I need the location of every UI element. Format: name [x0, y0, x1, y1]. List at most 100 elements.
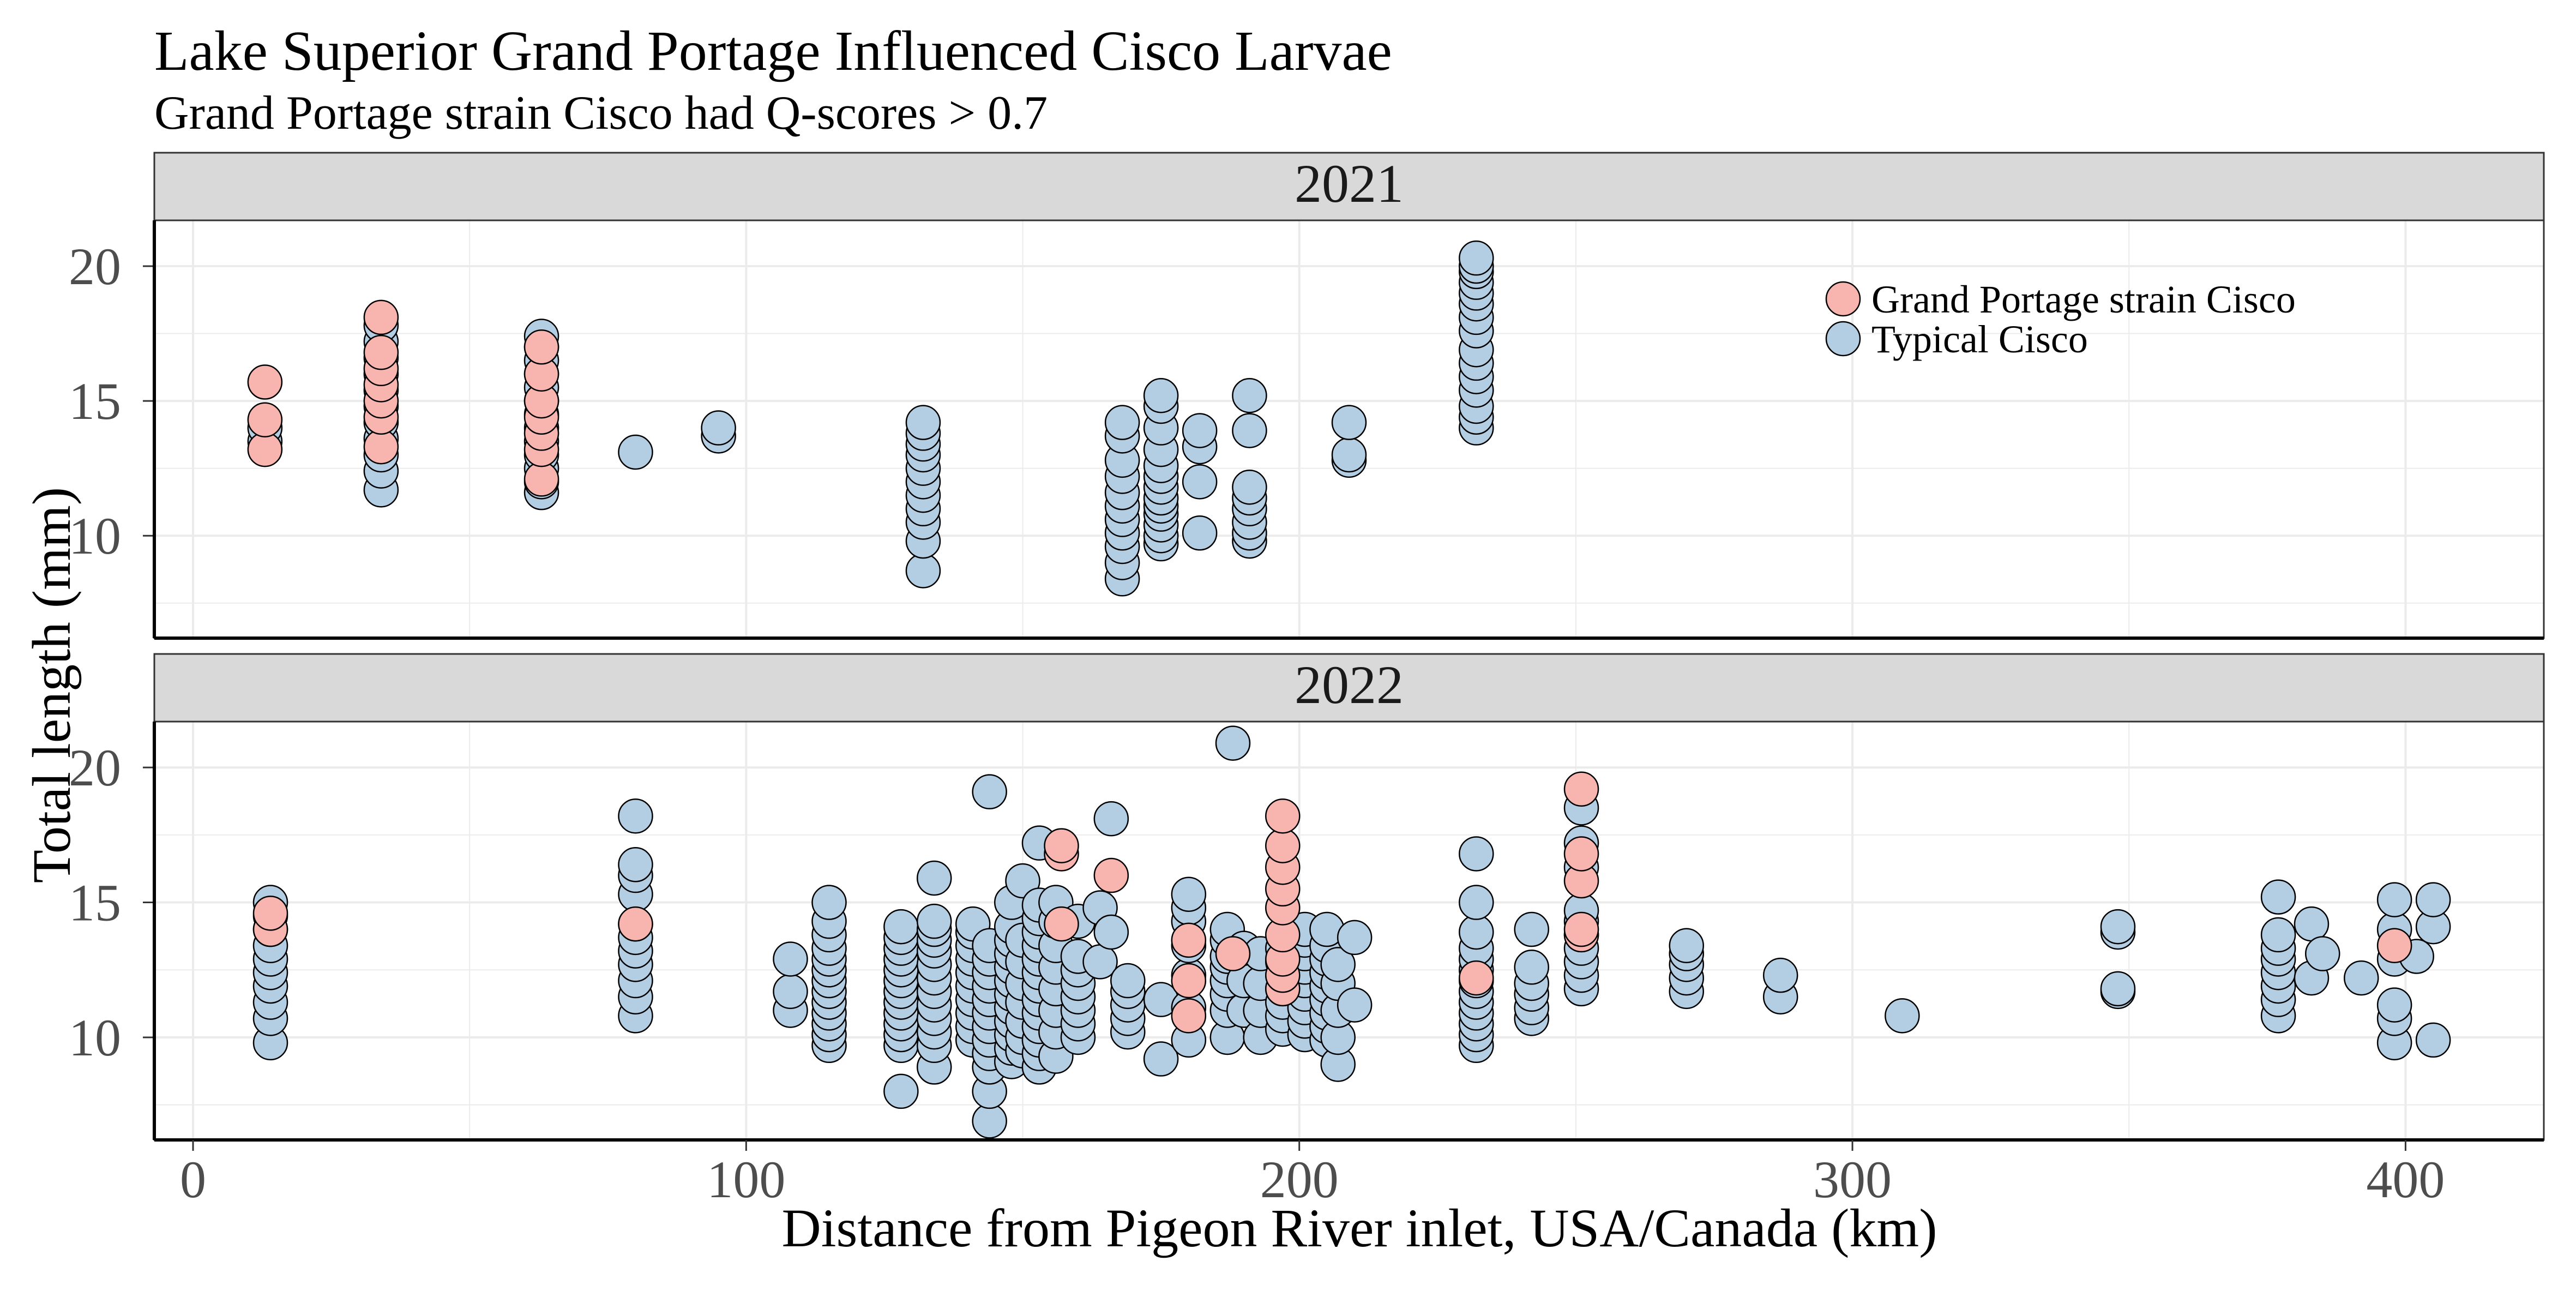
- data-point: [1044, 828, 1079, 863]
- data-point: [1762, 957, 1798, 993]
- data-point: [1093, 857, 1129, 893]
- x-tick-label: 100: [707, 1150, 785, 1209]
- y-tick-label: 10: [69, 1008, 121, 1067]
- x-tick-label: 300: [1813, 1150, 1892, 1209]
- data-point: [811, 885, 847, 920]
- series-grand-portage: [247, 299, 559, 497]
- data-point: [1110, 963, 1146, 999]
- data-point: [1563, 836, 1599, 872]
- chart-title: Lake Superior Grand Portage Influenced C…: [154, 20, 1392, 82]
- data-point: [2376, 987, 2412, 1023]
- series-typical: [252, 725, 2451, 1139]
- data-point: [618, 906, 653, 942]
- facet-strip: [153, 653, 2545, 723]
- y-tick-label: 20: [69, 738, 121, 797]
- data-point: [1669, 928, 1705, 963]
- data-point: [1459, 960, 1494, 996]
- data-point: [1514, 911, 1549, 947]
- panels-layer: 2021 10 15 20 2022 10 15 20: [69, 152, 2545, 1142]
- data-point: [883, 909, 919, 945]
- x-tick-label: 200: [1260, 1150, 1339, 1209]
- data-point: [1320, 947, 1356, 982]
- data-point: [2376, 928, 2412, 963]
- x-tick-label: 400: [2366, 1150, 2445, 1209]
- data-point: [2305, 936, 2340, 971]
- data-point: [363, 429, 399, 465]
- data-point: [1143, 377, 1179, 413]
- data-point: [905, 553, 941, 589]
- legend-label: Grand Portage strain Cisco: [1871, 278, 2296, 321]
- data-point: [1337, 987, 1373, 1023]
- panel-2022: 2022 10 15 20: [69, 653, 2545, 1142]
- data-point: [1232, 470, 1267, 505]
- data-point: [1215, 725, 1251, 761]
- data-point: [1459, 836, 1494, 872]
- data-point: [1171, 876, 1207, 912]
- x-axis-tick-labels: 0 100 200 300 400: [180, 1140, 2445, 1209]
- data-point: [2260, 917, 2296, 953]
- data-point: [1459, 914, 1494, 950]
- data-point: [2415, 1022, 2451, 1058]
- panel-2021: 2021 10 15 20: [69, 152, 2545, 640]
- series-grand-portage: [252, 771, 2412, 1034]
- data-point: [1104, 405, 1140, 440]
- y-tick-label: 10: [69, 507, 121, 565]
- data-point: [1182, 464, 1218, 500]
- data-point: [523, 329, 559, 365]
- data-point: [701, 410, 736, 446]
- legend-item-grand-portage: Grand Portage strain Cisco: [1825, 278, 2296, 321]
- y-tick-label: 20: [69, 237, 121, 296]
- data-point: [363, 299, 399, 335]
- y-tick-label: 15: [69, 874, 121, 932]
- data-point: [1265, 798, 1301, 834]
- data-point: [1885, 998, 1920, 1034]
- data-point: [2376, 882, 2412, 917]
- data-point: [1215, 936, 1251, 971]
- y-axis-label: Total length (mm): [21, 487, 82, 883]
- data-point: [972, 1103, 1007, 1139]
- data-point: [916, 860, 952, 896]
- data-point: [1331, 405, 1367, 440]
- facet-strip-label: 2022: [1295, 654, 1404, 715]
- data-point: [1171, 998, 1207, 1034]
- data-point: [972, 774, 1007, 809]
- data-point: [2344, 960, 2379, 996]
- data-point: [1171, 922, 1207, 958]
- data-point: [247, 364, 283, 400]
- data-point: [618, 434, 653, 470]
- data-point: [2100, 971, 2136, 1007]
- data-point: [1143, 1041, 1179, 1077]
- data-point: [1232, 413, 1267, 448]
- data-point: [1331, 437, 1367, 473]
- legend-item-typical: Typical Cisco: [1825, 317, 2088, 361]
- data-point: [1182, 515, 1218, 551]
- data-point: [916, 903, 952, 939]
- legend-key: [1825, 281, 1861, 317]
- legend-key: [1825, 321, 1861, 357]
- data-point: [2100, 909, 2136, 945]
- data-point: [1182, 413, 1218, 448]
- data-point: [1265, 828, 1301, 863]
- x-tick-label: 0: [180, 1150, 206, 1209]
- data-point: [883, 1073, 919, 1109]
- y-axis-tick-labels: 10 15 20: [69, 738, 154, 1067]
- data-point: [618, 847, 653, 882]
- data-point: [363, 334, 399, 370]
- facet-strip: [153, 152, 2545, 221]
- chart-subtitle: Grand Portage strain Cisco had Q-scores …: [154, 87, 1048, 140]
- data-point: [1337, 920, 1373, 956]
- data-point: [1005, 863, 1040, 899]
- data-point: [905, 405, 941, 440]
- data-point: [1093, 914, 1129, 950]
- data-point: [773, 941, 808, 977]
- series-typical: [247, 240, 1494, 597]
- data-point: [523, 461, 559, 497]
- data-point: [618, 798, 653, 834]
- data-point: [2294, 906, 2330, 942]
- facet-strip-label: 2021: [1295, 153, 1404, 214]
- data-point: [247, 402, 283, 437]
- data-point: [252, 896, 288, 931]
